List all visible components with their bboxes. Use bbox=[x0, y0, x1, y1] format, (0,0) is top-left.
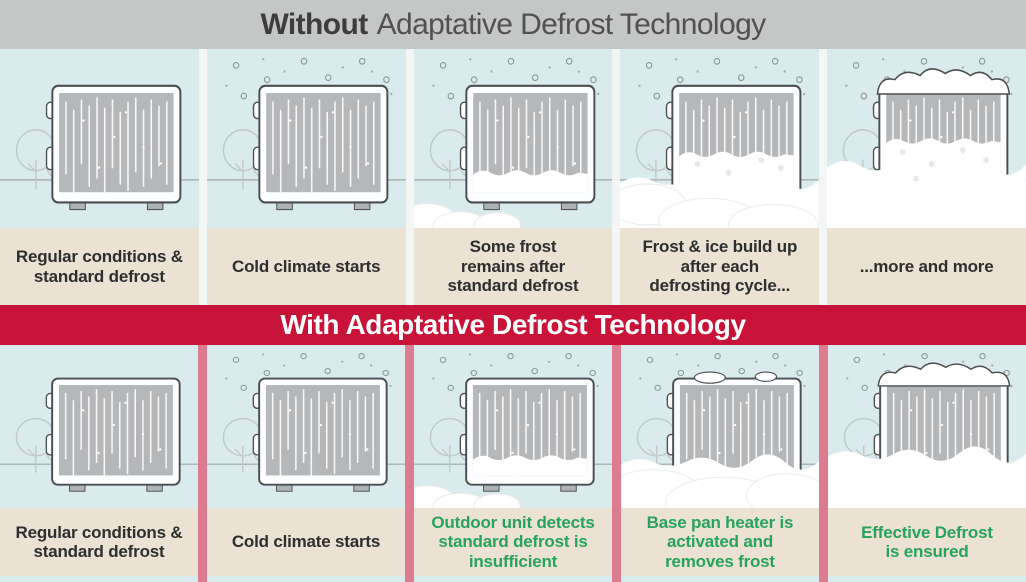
with-banner-label: With Adaptative Defrost Technology bbox=[280, 309, 746, 340]
svg-text:❄: ❄ bbox=[959, 146, 966, 156]
outdoor-unit-scene bbox=[414, 353, 612, 508]
footer-strip bbox=[0, 576, 198, 582]
with-panel-1-scene bbox=[0, 345, 198, 508]
svg-text:❄: ❄ bbox=[928, 160, 935, 170]
with-panel-4-scene bbox=[621, 345, 819, 508]
with-panel-2: Cold climate starts bbox=[207, 345, 405, 582]
with-panel-3: Outdoor unit detects standard defrost is… bbox=[414, 345, 612, 582]
without-header-rest: Adaptative Defrost Technology bbox=[376, 7, 767, 41]
svg-text:❄: ❄ bbox=[983, 156, 990, 166]
without-panel-3-scene bbox=[413, 49, 613, 228]
with-panel-5: Effective Defrost is ensured bbox=[828, 345, 1026, 582]
without-panel-1-caption: Regular conditions & standard defrost bbox=[0, 228, 199, 305]
without-panel-4-caption: Frost & ice build up after each defrosti… bbox=[620, 228, 820, 305]
outdoor-unit-scene bbox=[621, 353, 819, 508]
with-panel-1-caption: Regular conditions & standard defrost bbox=[0, 508, 198, 576]
without-panel-2: Cold climate starts bbox=[206, 49, 406, 305]
without-panel-4-scene: ❄ ❄ ❄ ❄ bbox=[620, 49, 820, 228]
with-panel-4: Base pan heater is activated and removes… bbox=[621, 345, 819, 582]
svg-text:❄: ❄ bbox=[913, 175, 920, 185]
with-panel-3-scene bbox=[414, 345, 612, 508]
footer-strip bbox=[414, 576, 612, 582]
with-panel-2-caption: Cold climate starts bbox=[207, 508, 405, 576]
without-panel-5-caption: ...more and more bbox=[827, 228, 1026, 305]
outdoor-unit-scene bbox=[413, 57, 613, 228]
outdoor-unit-scene bbox=[0, 377, 198, 492]
svg-text:❄: ❄ bbox=[899, 148, 906, 158]
with-panel-2-scene bbox=[207, 345, 405, 508]
footer-strip bbox=[828, 576, 1026, 582]
outdoor-unit-scene bbox=[828, 353, 1026, 508]
without-panel-3-caption: Some frost remains after standard defros… bbox=[413, 228, 613, 305]
without-panel-2-scene bbox=[206, 49, 406, 228]
without-panel-1-scene bbox=[0, 49, 199, 228]
with-panel-3-caption: Outdoor unit detects standard defrost is… bbox=[414, 508, 612, 576]
outdoor-unit-scene: ❄ ❄ ❄ ❄ bbox=[620, 57, 820, 228]
with-panel-1: Regular conditions & standard defrost bbox=[0, 345, 198, 582]
with-panel-5-caption: Effective Defrost is ensured bbox=[828, 508, 1026, 576]
svg-text:❄: ❄ bbox=[694, 160, 701, 170]
without-panel-2-caption: Cold climate starts bbox=[206, 228, 406, 305]
footer-strip bbox=[207, 576, 405, 582]
outdoor-unit-scene: ❄ ❄ ❄ ❄ ❄ bbox=[827, 57, 1026, 228]
with-panel-5-scene bbox=[828, 345, 1026, 508]
outdoor-unit-scene bbox=[0, 84, 199, 211]
without-panel-5: ❄ ❄ ❄ ❄ ❄ ...more and more bbox=[827, 49, 1026, 305]
with-section-banner: With Adaptative Defrost Technology bbox=[0, 305, 1026, 345]
svg-text:❄: ❄ bbox=[725, 169, 732, 179]
without-panel-5-scene: ❄ ❄ ❄ ❄ ❄ bbox=[827, 49, 1026, 228]
svg-text:❄: ❄ bbox=[758, 156, 765, 166]
without-panels-row: Regular conditions & standard defrost Co… bbox=[0, 49, 1026, 305]
with-panel-4-caption: Base pan heater is activated and removes… bbox=[621, 508, 819, 576]
outdoor-unit-scene bbox=[206, 57, 406, 211]
without-panel-3: Some frost remains after standard defros… bbox=[413, 49, 613, 305]
without-header-prefix: Without bbox=[260, 7, 368, 41]
without-panel-1: Regular conditions & standard defrost bbox=[0, 49, 199, 305]
with-panels-row: Regular conditions & standard defrost Co… bbox=[0, 345, 1026, 582]
outdoor-unit-scene bbox=[207, 353, 405, 492]
svg-text:❄: ❄ bbox=[778, 165, 785, 175]
without-panel-4: ❄ ❄ ❄ ❄ Frost & ice build up after each def… bbox=[620, 49, 820, 305]
without-section-header: Without Adaptative Defrost Technology bbox=[0, 0, 1026, 49]
footer-strip bbox=[621, 576, 819, 582]
